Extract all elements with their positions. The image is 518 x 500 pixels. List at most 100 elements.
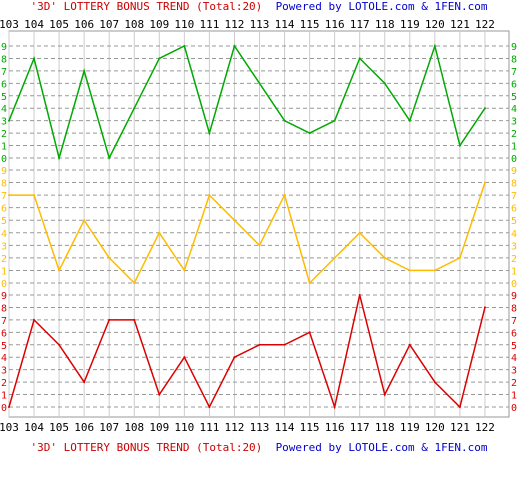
ytick-label-left: 0 xyxy=(1,279,7,290)
data-point xyxy=(258,82,261,85)
data-point xyxy=(58,343,61,346)
ytick-label-right: 7 xyxy=(511,67,517,78)
data-point xyxy=(333,406,336,408)
series-line-0 xyxy=(8,43,486,161)
xtick-label-top: 108 xyxy=(124,18,144,31)
ytick-label-left: 3 xyxy=(1,366,7,377)
ytick-label-right: 9 xyxy=(511,42,517,53)
ytick-label-left: 8 xyxy=(1,54,7,65)
xtick-label-top: 113 xyxy=(250,18,270,31)
xtick-label-top: 114 xyxy=(275,18,295,31)
xtick-label-top: 122 xyxy=(475,18,495,31)
data-point xyxy=(483,306,486,309)
data-point xyxy=(133,282,136,284)
ytick-label-right: 1 xyxy=(511,266,517,277)
data-point xyxy=(58,269,61,272)
xtick-label-bottom: 117 xyxy=(350,421,370,434)
ytick-label-left: 5 xyxy=(1,216,7,227)
ytick-label-left: 7 xyxy=(1,316,7,327)
data-point xyxy=(183,269,186,272)
xtick-label-top: 103 xyxy=(0,18,19,31)
xtick-label-top: 111 xyxy=(199,18,219,31)
data-point xyxy=(108,318,111,321)
data-point xyxy=(408,269,411,272)
data-point xyxy=(133,107,136,110)
ytick-label-left: 1 xyxy=(1,142,7,153)
data-point xyxy=(183,356,186,359)
data-point xyxy=(383,256,386,259)
ytick-label-left: 4 xyxy=(1,104,7,115)
data-point xyxy=(283,119,286,122)
ytick-label-right: 1 xyxy=(511,391,517,402)
xtick-label-bottom: 119 xyxy=(400,421,420,434)
series-line-2 xyxy=(8,294,486,410)
xtick-label-bottom: 107 xyxy=(99,421,119,434)
ytick-label-right: 3 xyxy=(511,366,517,377)
data-point xyxy=(383,82,386,85)
footer-title: '3D' LOTTERY BONUS TREND (Total:20) xyxy=(30,441,263,454)
data-point xyxy=(83,219,86,222)
xtick-label-top: 104 xyxy=(24,18,44,31)
ytick-label-left: 5 xyxy=(1,92,7,103)
xtick-label-bottom: 103 xyxy=(0,421,19,434)
xtick-label-bottom: 106 xyxy=(74,421,94,434)
ytick-label-left: 8 xyxy=(1,179,7,190)
data-point xyxy=(383,393,386,396)
xtick-label-top: 116 xyxy=(325,18,345,31)
ytick-label-right: 2 xyxy=(511,254,517,265)
data-point xyxy=(33,194,36,197)
ytick-label-left: 4 xyxy=(1,229,7,240)
data-point xyxy=(233,356,236,359)
xtick-label-bottom: 118 xyxy=(375,421,395,434)
ytick-label-right: 6 xyxy=(511,204,517,215)
xtick-label-top: 109 xyxy=(149,18,169,31)
data-point xyxy=(483,181,486,184)
xtick-label-bottom: 105 xyxy=(49,421,69,434)
data-point xyxy=(33,57,36,60)
data-point xyxy=(33,318,36,321)
data-point xyxy=(58,157,61,159)
xtick-label-bottom: 121 xyxy=(450,421,470,434)
xtick-label-bottom: 115 xyxy=(300,421,320,434)
data-point xyxy=(358,57,361,60)
ytick-label-right: 5 xyxy=(511,216,517,227)
xtick-label-bottom: 111 xyxy=(199,421,219,434)
ytick-label-right: 6 xyxy=(511,79,517,90)
data-point xyxy=(233,219,236,222)
data-point xyxy=(158,57,161,60)
ytick-label-right: 0 xyxy=(511,154,517,165)
data-point xyxy=(158,231,161,234)
ytick-label-right: 7 xyxy=(511,191,517,202)
ytick-label-right: 2 xyxy=(511,378,517,389)
data-point xyxy=(433,269,436,272)
data-point xyxy=(8,119,10,122)
ytick-label-left: 1 xyxy=(1,391,7,402)
data-point xyxy=(108,157,111,159)
ytick-label-right: 1 xyxy=(511,142,517,153)
ytick-label-left: 0 xyxy=(1,403,7,414)
ytick-label-right: 3 xyxy=(511,117,517,128)
data-point xyxy=(433,45,436,47)
xtick-label-top: 112 xyxy=(225,18,245,31)
ytick-label-left: 3 xyxy=(1,241,7,252)
ytick-label-left: 1 xyxy=(1,266,7,277)
data-point xyxy=(208,194,211,197)
ytick-label-left: 7 xyxy=(1,67,7,78)
xtick-label-bottom: 109 xyxy=(149,421,169,434)
xtick-label-bottom: 110 xyxy=(174,421,194,434)
ytick-label-right: 5 xyxy=(511,92,517,103)
ytick-label-left: 7 xyxy=(1,191,7,202)
data-point xyxy=(108,256,111,259)
xtick-label-bottom: 113 xyxy=(250,421,270,434)
data-point xyxy=(358,294,361,296)
ytick-label-left: 2 xyxy=(1,254,7,265)
ytick-label-right: 4 xyxy=(511,104,517,115)
data-point xyxy=(458,406,461,408)
ytick-label-right: 2 xyxy=(511,129,517,140)
data-point xyxy=(208,406,211,408)
data-point xyxy=(308,282,311,284)
ytick-label-right: 3 xyxy=(511,241,517,252)
ytick-label-left: 9 xyxy=(1,42,7,53)
